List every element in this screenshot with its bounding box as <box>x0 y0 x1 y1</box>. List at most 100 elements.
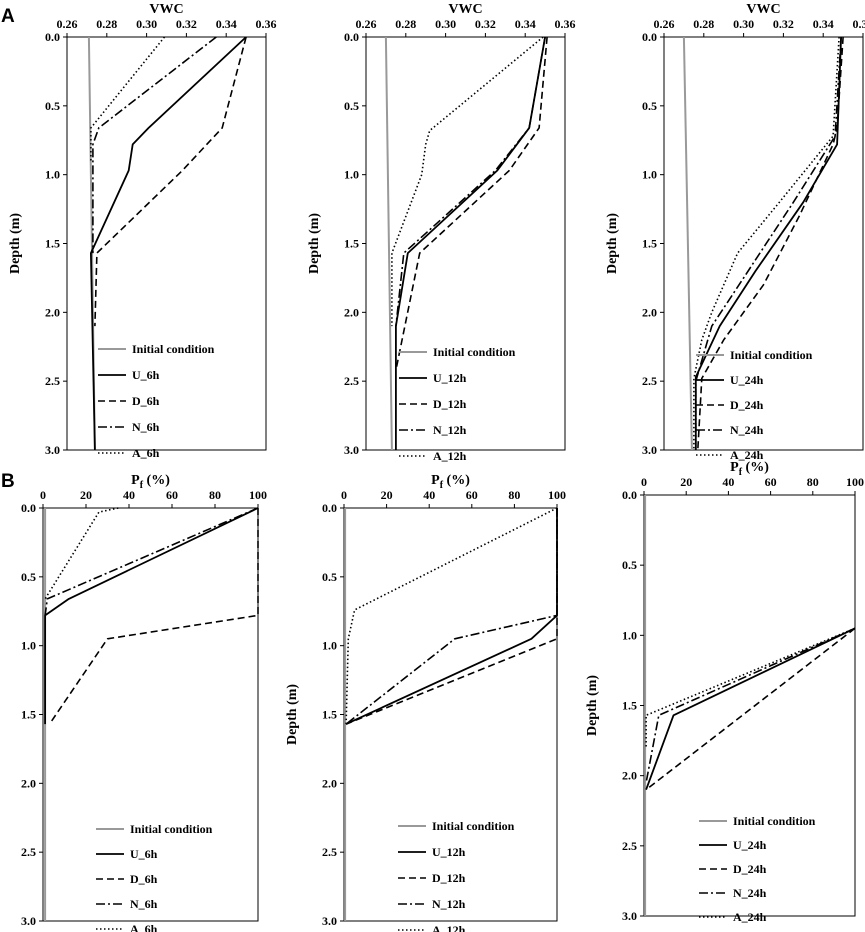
y-tick-label: 1.0 <box>344 168 359 182</box>
chart-6: 0 20 40 60 80 100 0.0 0.5 1.0 1.5 2.0 2.5 3.0 Pf (%) D… <box>585 460 864 924</box>
series-line-d-24h <box>645 627 856 791</box>
y-tick-label: 1.5 <box>322 708 337 722</box>
legend-label: U_12h <box>433 371 467 385</box>
y-tick-label: 1.0 <box>21 639 36 653</box>
x-tick-label: 100 <box>548 488 566 502</box>
series-line-a-24h <box>693 36 840 450</box>
panel-label-a: A <box>1 6 15 27</box>
series-line-a-24h <box>645 627 856 748</box>
series-line-a-12h <box>391 36 544 327</box>
series-line-d-6h <box>94 36 247 327</box>
y-tick-label: 2.5 <box>344 374 359 388</box>
legend-label: U_6h <box>132 368 160 382</box>
legend-label: D_24h <box>730 398 764 412</box>
x-tick-label: 0.28 <box>693 17 714 31</box>
y-tick-label: 2.5 <box>322 845 337 859</box>
x-tick-label: 80 <box>508 488 520 502</box>
series-line-u-24h <box>645 627 856 791</box>
y-tick-label: 3.0 <box>322 914 337 928</box>
legend-label: D_12h <box>432 871 466 885</box>
y-tick-label: 2.0 <box>21 776 36 790</box>
series-line-u-12h <box>345 508 558 725</box>
legend: Initial condition U_6h D_6h N_6h A_6h <box>96 822 213 932</box>
y-tick-label: 0.5 <box>344 99 359 113</box>
legend-label: Initial condition <box>733 814 816 828</box>
series-line-n-6h <box>92 36 217 254</box>
y-tick-label: 3.0 <box>344 443 359 457</box>
x-tick-label: 0.36 <box>555 17 576 31</box>
legend-label: N_12h <box>433 423 467 437</box>
x-tick-label: 0 <box>40 488 46 502</box>
y-tick-label: 1.5 <box>45 237 60 251</box>
x-tick-label: 40 <box>123 488 135 502</box>
x-tick-label: 0.32 <box>773 17 794 31</box>
series-line-initial-condition <box>384 36 393 451</box>
x-tick-label: 0.36 <box>853 17 865 31</box>
legend-label: D_6h <box>130 872 158 886</box>
legend-label: U_12h <box>432 845 466 859</box>
x-axis-label: VWC <box>746 2 780 17</box>
series-line-a-6h <box>90 36 166 161</box>
y-tick-label: 3.0 <box>642 443 657 457</box>
y-tick-label: 1.5 <box>642 237 657 251</box>
y-tick-label: 0.0 <box>642 30 657 44</box>
series-line-n-24h <box>694 36 842 450</box>
y-tick-label: 1.5 <box>21 708 36 722</box>
legend-label: D_6h <box>132 394 160 408</box>
x-tick-label: 100 <box>846 475 864 489</box>
chart-1: 0.26 0.28 0.30 0.32 0.34 0.36 0.0 0.5 1.0 1.5 2.0 2… <box>8 2 277 460</box>
legend-label: A_6h <box>132 446 160 460</box>
legend-label: A_12h <box>433 449 467 463</box>
legend-label: D_12h <box>433 397 467 411</box>
y-tick-label: 2.0 <box>45 305 60 319</box>
x-axis-label: VWC <box>448 2 482 17</box>
panel-label-b: B <box>1 471 15 492</box>
series-line-n-12h <box>345 508 558 725</box>
x-tick-label: 60 <box>466 488 478 502</box>
y-tick-label: 0.0 <box>45 30 60 44</box>
legend-label: U_24h <box>733 838 767 852</box>
legend: Initial condition U_12h D_12h N_12h A_12h <box>399 345 516 463</box>
legend-label: Initial condition <box>132 342 215 356</box>
x-tick-label: 80 <box>209 488 221 502</box>
x-tick-label: 20 <box>680 475 692 489</box>
x-tick-label: 60 <box>765 475 777 489</box>
legend-label: N_24h <box>733 886 767 900</box>
legend-label: A_24h <box>730 448 764 462</box>
x-tick-label: 40 <box>423 488 435 502</box>
y-axis-label: Depth (m) <box>605 213 620 274</box>
y-tick-label: 0.5 <box>642 99 657 113</box>
y-tick-label: 1.0 <box>45 168 60 182</box>
y-tick-label: 3.0 <box>21 914 36 928</box>
x-tick-label: 0.34 <box>515 17 536 31</box>
legend-label: N_6h <box>130 897 158 911</box>
legend-label: U_6h <box>130 847 158 861</box>
series-line-a-6h <box>44 507 119 600</box>
y-tick-label: 1.0 <box>622 628 637 642</box>
plot-frame <box>66 36 267 451</box>
x-tick-label: 0 <box>341 488 347 502</box>
x-axis-label: Pf (%) <box>730 460 769 478</box>
legend: Initial condition U_24h D_24h N_24h A_24h <box>699 814 816 924</box>
series-line-n-6h <box>44 507 259 616</box>
x-tick-label: 60 <box>166 488 178 502</box>
x-axis-label: VWC <box>149 2 183 17</box>
x-axis-label: Pf (%) <box>431 473 470 491</box>
x-tick-label: 0.30 <box>733 17 754 31</box>
x-tick-label: 40 <box>722 475 734 489</box>
x-tick-label: 0.30 <box>435 17 456 31</box>
y-tick-label: 2.5 <box>45 374 60 388</box>
chart-5: 0 20 40 60 80 100 0.0 0.5 1.0 1.5 2.0 2.5 3.0 Pf (%) D… <box>285 473 566 932</box>
series-line-u-12h <box>394 36 546 450</box>
legend-label: N_12h <box>432 897 466 911</box>
x-tick-label: 0.30 <box>136 17 157 31</box>
series-line-n-12h <box>395 36 546 327</box>
y-tick-label: 1.5 <box>344 237 359 251</box>
y-axis-label: Depth (m) <box>307 213 322 274</box>
y-tick-label: 2.5 <box>21 845 36 859</box>
x-tick-label: 100 <box>249 488 267 502</box>
x-tick-label: 0.26 <box>654 17 675 31</box>
y-tick-label: 0.5 <box>322 570 337 584</box>
y-tick-label: 2.0 <box>642 305 657 319</box>
